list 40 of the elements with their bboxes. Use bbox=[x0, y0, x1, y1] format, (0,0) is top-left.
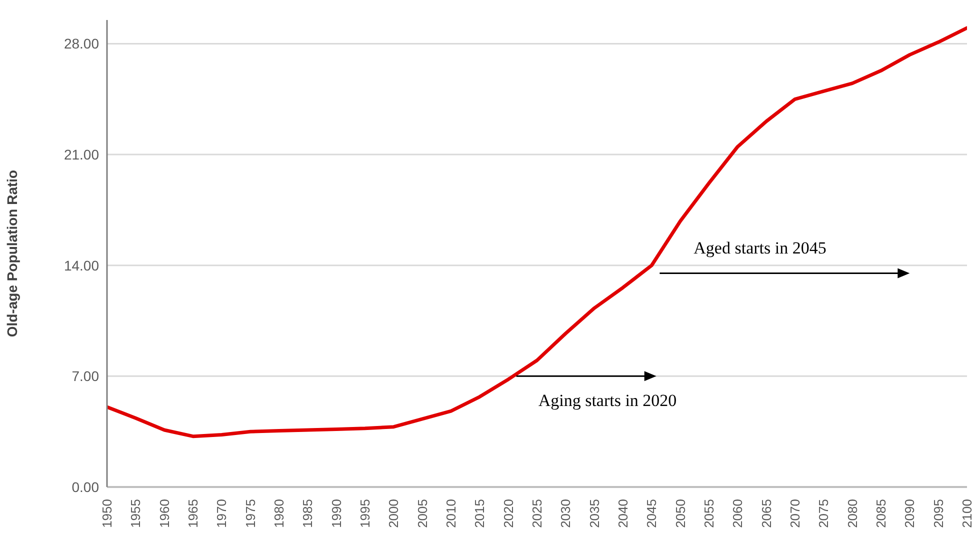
x-tick-label: 1975 bbox=[242, 499, 258, 528]
y-tick-label: 14.00 bbox=[64, 257, 100, 274]
x-tick-label: 2020 bbox=[500, 499, 516, 528]
x-tick-label: 2045 bbox=[644, 499, 660, 528]
x-tick-label: 2040 bbox=[616, 499, 630, 528]
annotation: Aged starts in 2045 bbox=[694, 238, 826, 258]
x-tick-label: 2055 bbox=[702, 499, 716, 528]
x-tick-label: 1985 bbox=[300, 499, 316, 528]
x-tick-label: 1970 bbox=[214, 499, 230, 528]
y-tick-label: 21.00 bbox=[64, 146, 100, 163]
x-tick-label: 2010 bbox=[444, 499, 458, 528]
x-tick-label: 2060 bbox=[730, 499, 746, 528]
x-tick-label: 2065 bbox=[758, 499, 774, 528]
annotation: Aging starts in 2020 bbox=[538, 391, 677, 410]
x-tick-label: 2075 bbox=[816, 499, 832, 528]
y-tick-label: 28.00 bbox=[64, 36, 100, 52]
x-tick-label: 1980 bbox=[272, 499, 286, 528]
x-tick-label: 1990 bbox=[328, 499, 344, 528]
x-tick-label: 2090 bbox=[902, 499, 918, 528]
x-tick-label: 2030 bbox=[558, 499, 574, 528]
x-tick-label: 1960 bbox=[156, 499, 172, 528]
x-tick-label: 2050 bbox=[672, 499, 688, 528]
x-tick-label: 2085 bbox=[874, 499, 888, 528]
line-series bbox=[107, 26, 967, 438]
y-tick-label: 7.00 bbox=[72, 368, 100, 384]
x-tick-label: 2080 bbox=[844, 499, 860, 528]
x-tick-label: 2025 bbox=[530, 499, 544, 528]
x-tick-label: 2000 bbox=[386, 499, 402, 528]
x-tick-label: 1965 bbox=[186, 499, 200, 528]
x-tick-label: 2070 bbox=[788, 499, 802, 528]
x-tick-label: 2035 bbox=[586, 499, 602, 528]
x-tick-label: 2005 bbox=[414, 499, 430, 528]
x-tick-label: 1995 bbox=[358, 499, 372, 528]
x-tick-label: 2100 bbox=[960, 499, 974, 528]
x-tick-label: 1950 bbox=[100, 499, 114, 528]
y-axis-title: Old-age Population Ratio bbox=[4, 170, 20, 338]
x-tick-label: 2095 bbox=[930, 499, 946, 528]
x-tick-label: 1955 bbox=[128, 499, 144, 528]
x-tick-label: 2015 bbox=[472, 499, 488, 528]
y-tick-label: 0.00 bbox=[72, 478, 100, 495]
